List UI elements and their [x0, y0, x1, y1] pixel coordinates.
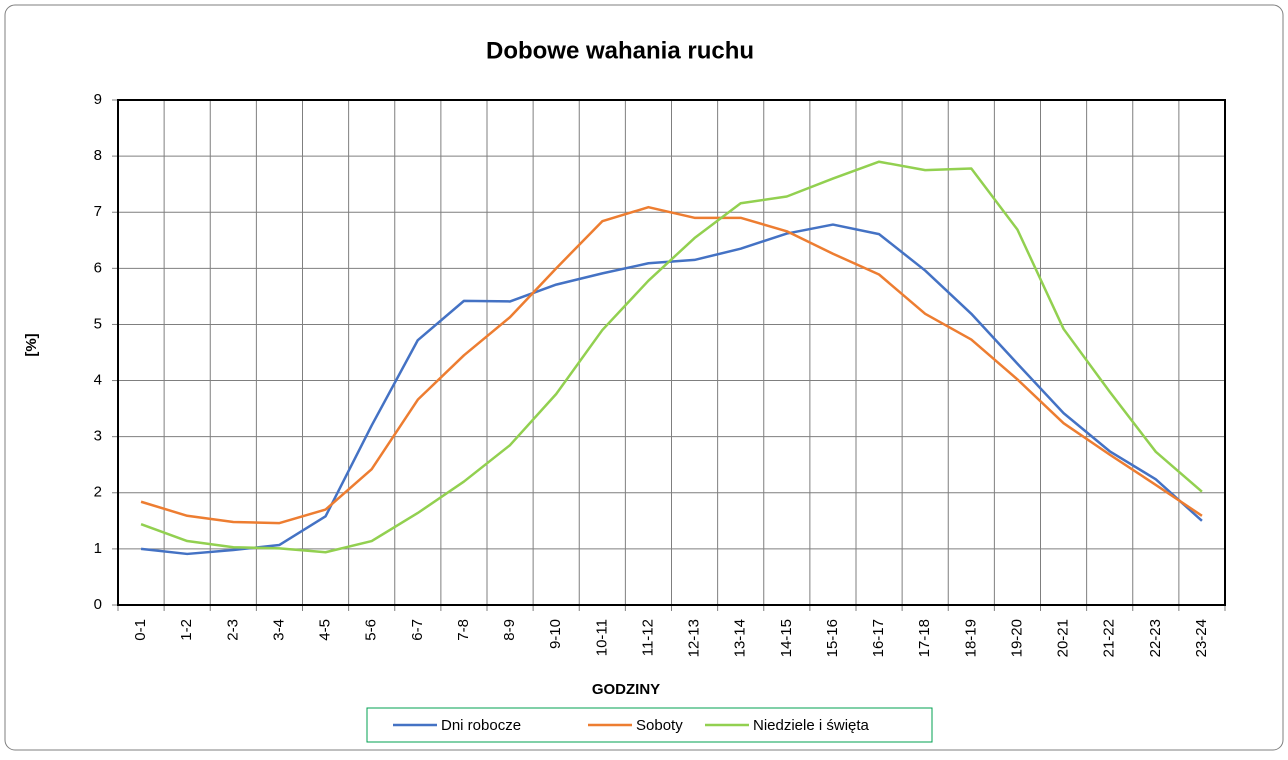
y-tick-label: 2 — [94, 484, 102, 501]
x-tick-label: 11-12 — [639, 619, 656, 656]
x-tick-label: 2-3 — [224, 619, 241, 641]
x-tick-label: 5-6 — [363, 619, 380, 641]
x-tick-label: 20-21 — [1055, 619, 1072, 657]
y-tick-label: 5 — [94, 315, 102, 332]
series-line — [140, 160, 1203, 554]
x-tick-label: 8-9 — [501, 619, 518, 641]
series-line — [140, 223, 1203, 556]
legend-label: Soboty — [636, 717, 683, 734]
y-axis-label: [%] — [23, 333, 40, 356]
x-tick-label: 17-18 — [916, 619, 933, 657]
x-tick-label: 12-13 — [686, 619, 703, 657]
y-tick-label: 9 — [94, 91, 102, 108]
x-tick-label: 10-11 — [593, 619, 610, 656]
x-tick-label: 13-14 — [732, 619, 749, 657]
legend-label: Niedziele i święta — [753, 717, 870, 734]
x-tick-label: 22-23 — [1147, 619, 1164, 657]
series-line — [140, 205, 1203, 525]
x-tick-label: 3-4 — [270, 619, 287, 641]
x-tick-label: 6-7 — [409, 619, 426, 641]
y-tick-label: 8 — [94, 147, 102, 164]
y-tick-label: 4 — [94, 372, 102, 389]
y-tick-label: 6 — [94, 259, 102, 276]
x-tick-label: 18-19 — [962, 619, 979, 657]
y-tick-label: 1 — [94, 540, 102, 557]
x-tick-label: 15-16 — [824, 619, 841, 657]
x-tick-label: 9-10 — [547, 619, 564, 649]
y-tick-label: 7 — [94, 203, 102, 220]
x-tick-label: 1-2 — [178, 619, 195, 641]
chart-frame — [4, 4, 1284, 751]
x-tick-label: 16-17 — [870, 619, 887, 657]
chart-title: Dobowe wahania ruchu — [486, 37, 754, 64]
x-tick-label: 23-24 — [1193, 619, 1210, 657]
x-tick-label: 4-5 — [317, 619, 334, 641]
x-tick-label: 19-20 — [1008, 619, 1025, 657]
legend-label: Dni robocze — [441, 717, 521, 734]
x-tick-label: 21-22 — [1101, 619, 1118, 657]
x-axis-label: GODZINY — [592, 681, 660, 698]
y-tick-label: 0 — [94, 596, 102, 613]
y-tick-label: 3 — [94, 428, 102, 445]
x-tick-label: 7-8 — [455, 619, 472, 641]
x-tick-label: 14-15 — [778, 619, 795, 657]
plot-border — [117, 99, 1226, 606]
x-tick-label: 0-1 — [132, 619, 149, 641]
legend-box — [366, 707, 933, 743]
